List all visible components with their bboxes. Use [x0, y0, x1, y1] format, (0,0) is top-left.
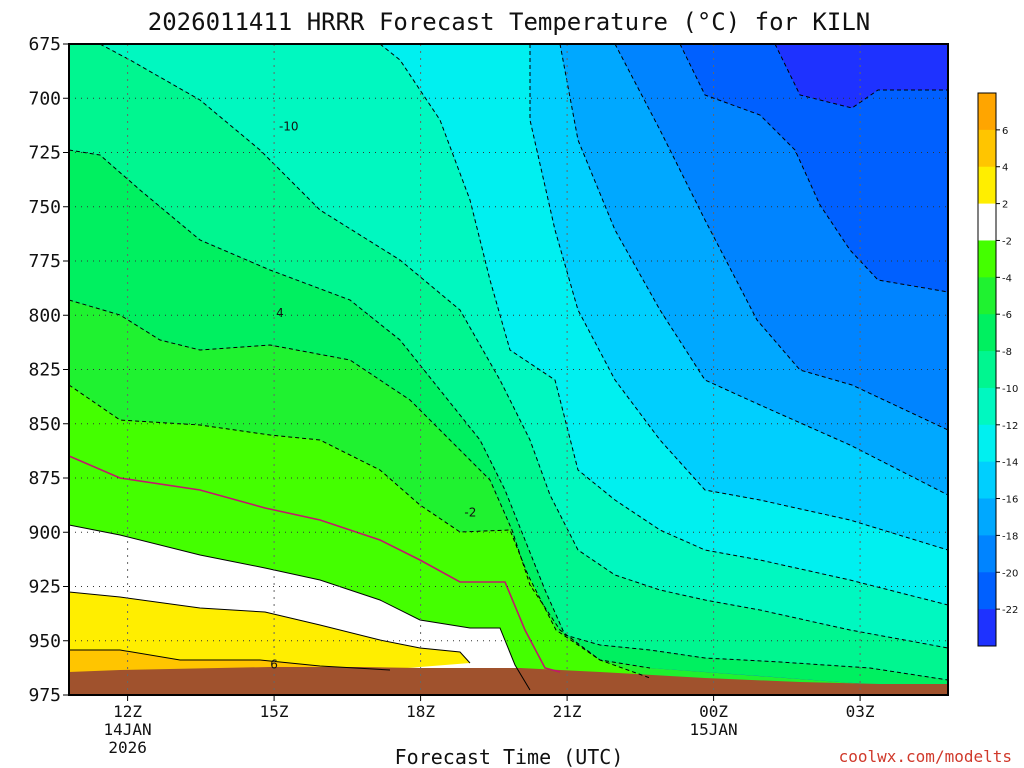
colorbar-label: 4: [1002, 163, 1008, 174]
y-tick-label: 975: [28, 685, 61, 706]
colorbar-swatch: [978, 609, 996, 647]
band-minus18: [69, 44, 948, 495]
colorbar-swatch: [978, 387, 996, 426]
band-minus14: [69, 44, 948, 605]
y-tick-label: 725: [28, 143, 61, 164]
x-tick-label: 2026: [108, 738, 147, 757]
band-minus20: [69, 44, 948, 430]
colorbar-swatch: [978, 424, 996, 463]
colorbar-swatch: [978, 498, 996, 536]
colorbar-swatch: [978, 93, 996, 131]
colorbar-label: -6: [1002, 310, 1012, 321]
y-tick-label: 775: [28, 251, 61, 272]
colorbar-label: -20: [1002, 568, 1018, 579]
colorbar-label: -22: [1002, 605, 1018, 616]
colorbar-label: -4: [1002, 273, 1012, 284]
y-tick-label: 850: [28, 414, 61, 435]
y-tick-label: 875: [28, 468, 61, 489]
contour-label: 4: [276, 306, 284, 320]
colorbar-label: -10: [1002, 384, 1018, 395]
temperature-fill: [69, 44, 948, 695]
contour-lines: [69, 44, 948, 691]
x-tick-label: 15Z: [260, 702, 289, 721]
colorbar-swatch: [978, 203, 996, 241]
colorbar-label: -2: [1002, 236, 1012, 247]
colorbar-label: 2: [1002, 200, 1008, 211]
contour-labels: -10 4 -2 6: [270, 119, 476, 672]
x-tick-label: 14JAN: [104, 720, 152, 739]
band-minus8: [69, 150, 948, 690]
x-tick-label: 12Z: [113, 702, 142, 721]
band-minus10: [69, 44, 948, 680]
colorbar: 6 4 2 -2 -4 -6 -8 -10 -12 -14 -16 -18 -20 -22: [977, 92, 1018, 647]
x-axis-label: Forecast Time (UTC): [395, 745, 624, 768]
colorbar-swatch: [978, 461, 996, 500]
y-axis: 675 700 725 750 775 800 825 850 875 900 925 950 975: [28, 34, 69, 706]
colorbar-swatch: [978, 351, 996, 389]
contour-label: 6: [270, 658, 278, 672]
band-minus12: [69, 44, 948, 648]
x-tick-label: 15JAN: [690, 720, 738, 739]
x-tick-label: 00Z: [699, 702, 728, 721]
terrain: [69, 667, 948, 695]
y-tick-label: 950: [28, 631, 61, 652]
contour-label: -2: [464, 506, 476, 520]
contour-label: -10: [279, 119, 299, 133]
x-tick-label: 18Z: [406, 702, 435, 721]
y-tick-label: 925: [28, 577, 61, 598]
colorbar-swatch: [978, 314, 996, 352]
chart-title: 2026011411 HRRR Forecast Temperature (°C…: [148, 8, 870, 36]
colorbar-swatch: [978, 535, 996, 573]
colorbar-swatch: [978, 240, 996, 278]
colorbar-label: 6: [1002, 126, 1008, 137]
colorbar-swatch: [978, 277, 996, 315]
y-tick-label: 900: [28, 522, 61, 543]
band-minus16: [69, 44, 948, 550]
colorbar-swatch: [978, 166, 996, 205]
x-tick-label: 03Z: [846, 702, 875, 721]
y-tick-label: 700: [28, 88, 61, 109]
colorbar-swatch: [978, 129, 996, 168]
y-tick-label: 825: [28, 360, 61, 381]
colorbar-label: -12: [1002, 421, 1018, 432]
y-tick-label: 675: [28, 34, 61, 55]
credit-link[interactable]: coolwx.com/modelts: [839, 747, 1012, 766]
colorbar-swatch: [978, 572, 996, 610]
x-tick-label: 21Z: [553, 702, 582, 721]
colorbar-label: -18: [1002, 531, 1018, 542]
y-tick-label: 800: [28, 305, 61, 326]
colorbar-frame: [977, 92, 997, 647]
colorbar-label: -14: [1002, 458, 1018, 469]
colorbar-label: -8: [1002, 347, 1012, 358]
colorbar-label: -16: [1002, 495, 1018, 506]
y-tick-label: 750: [28, 197, 61, 218]
